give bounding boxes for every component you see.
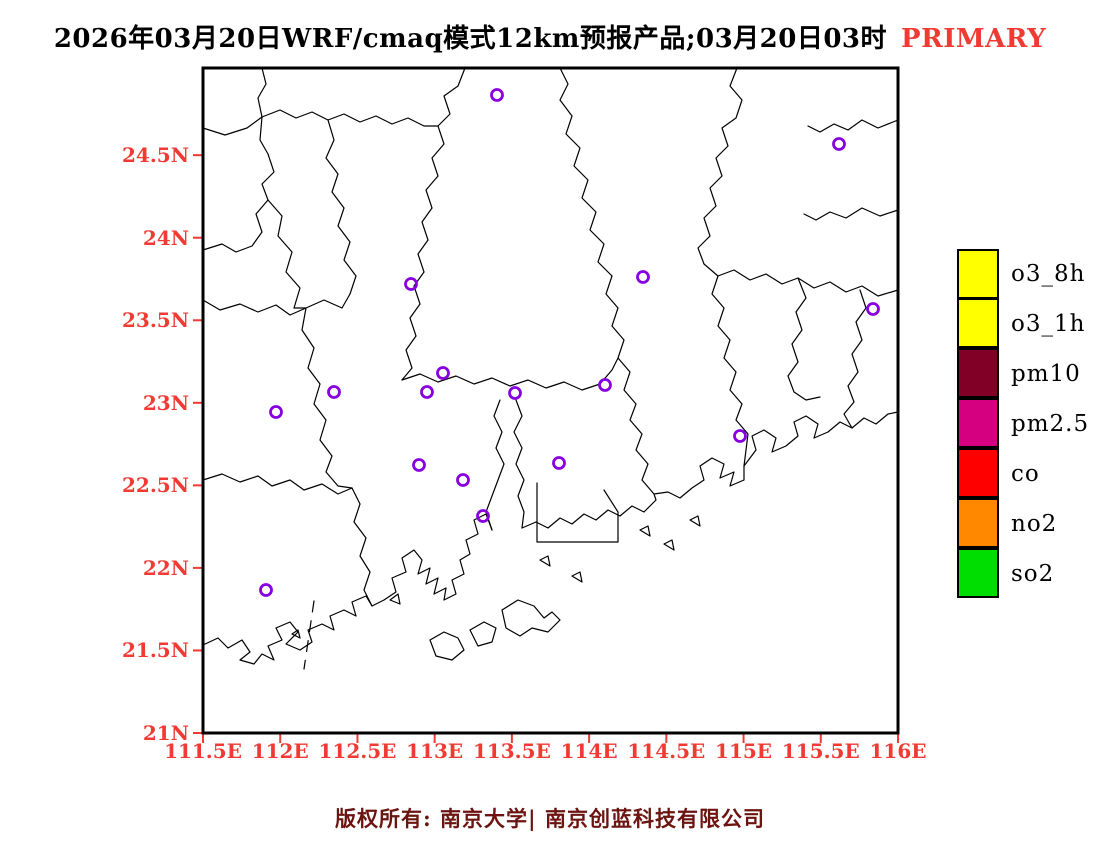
pollutant-legend: o3_8h o3_1h pm10 pm2.5 co no2 so2	[957, 249, 1089, 599]
legend-color-swatch	[957, 548, 999, 598]
x-axis-tick-label: 111.5E	[164, 739, 242, 763]
station-marker	[259, 583, 273, 597]
y-axis-tick-label: 23.5N	[122, 308, 189, 333]
station-marker	[456, 473, 470, 487]
y-axis-tick-label: 23N	[142, 390, 189, 415]
legend-item: o3_8h	[957, 249, 1089, 299]
station-marker	[490, 88, 504, 102]
legend-color-swatch	[957, 398, 999, 448]
legend-color-swatch	[957, 498, 999, 548]
station-marker	[436, 366, 450, 380]
x-axis-tick-label: 116E	[869, 739, 927, 763]
x-axis-tick-label: 115.5E	[781, 739, 860, 763]
station-marker	[508, 386, 522, 400]
station-marker	[327, 385, 341, 399]
legend-label: co	[1011, 461, 1040, 487]
station-marker	[269, 405, 283, 419]
legend-label: o3_1h	[1011, 311, 1086, 337]
station-marker	[552, 456, 566, 470]
y-axis-tick-label: 24.5N	[122, 143, 189, 168]
x-axis-tick-label: 112E	[251, 739, 309, 763]
legend-item: no2	[957, 498, 1089, 549]
station-marker	[866, 302, 880, 316]
y-axis-tick-label: 24N	[142, 225, 189, 250]
station-marker	[412, 458, 426, 472]
station-marker	[598, 378, 612, 392]
legend-label: pm2.5	[1011, 411, 1090, 437]
legend-color-swatch	[957, 348, 999, 398]
page-title: 2026年03月20日WRF/cmaq模式12km预报产品;03月20日03时 P…	[0, 18, 1100, 55]
legend-item: co	[957, 448, 1089, 499]
axis-ticks	[193, 154, 899, 743]
station-marker	[636, 270, 650, 284]
legend-color-swatch	[957, 298, 999, 348]
legend-color-swatch	[957, 448, 999, 498]
x-axis-tick-label: 113.5E	[472, 739, 551, 763]
copyright-footer: 版权所有: 南京大学| 南京创蓝科技有限公司	[0, 803, 1100, 833]
x-axis-tick-label: 113E	[406, 739, 464, 763]
y-axis-tick-label: 21N	[142, 721, 189, 745]
station-marker	[733, 429, 747, 443]
title-main: 2026年03月20日WRF/cmaq模式12km预报产品;03月20日03时	[53, 24, 888, 54]
x-axis-tick-label: 114.5E	[627, 739, 706, 763]
x-axis-tick-label: 114E	[560, 739, 618, 763]
legend-label: o3_8h	[1011, 261, 1086, 287]
legend-item: pm2.5	[957, 398, 1090, 449]
y-axis-tick-label: 22.5N	[122, 473, 189, 498]
boundary-lines	[202, 67, 899, 670]
station-marker	[476, 509, 490, 523]
map-frame	[201, 66, 900, 735]
y-axis-tick-label: 22N	[142, 555, 189, 580]
legend-label: so2	[1011, 561, 1055, 587]
legend-item: so2	[957, 548, 1089, 599]
station-marker	[832, 137, 846, 151]
footer-text: 版权所有: 南京大学| 南京创蓝科技有限公司	[334, 806, 765, 831]
x-axis-tick-label: 115E	[715, 739, 773, 763]
legend-item: o3_1h	[957, 298, 1089, 349]
station-marker	[404, 277, 418, 291]
y-axis-tick-label: 21.5N	[122, 638, 189, 663]
title-highlight: PRIMARY	[901, 24, 1047, 54]
legend-label: no2	[1011, 511, 1058, 537]
x-axis-tick-label: 112.5E	[318, 739, 397, 763]
station-marker	[420, 385, 434, 399]
maritime-dashed-line	[303, 600, 315, 670]
legend-label: pm10	[1011, 361, 1081, 387]
station-markers	[259, 88, 880, 597]
legend-item: pm10	[957, 348, 1089, 399]
legend-color-swatch	[957, 249, 999, 299]
